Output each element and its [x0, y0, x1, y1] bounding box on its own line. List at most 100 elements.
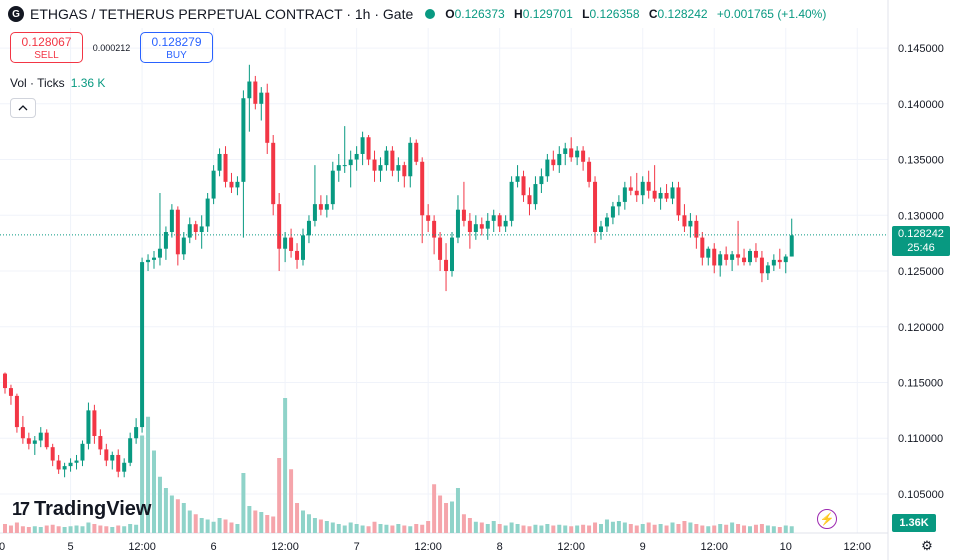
candle [473, 215, 478, 240]
candle-body [420, 161, 425, 216]
volume-bar [336, 524, 341, 533]
volume-bar [44, 525, 49, 533]
candle [664, 184, 669, 202]
candle-body [587, 161, 592, 182]
candle [265, 83, 270, 154]
candle-body [473, 224, 478, 233]
volume-bar [348, 522, 353, 533]
candle-body [318, 204, 323, 210]
candle-body [175, 209, 180, 255]
candle [509, 176, 514, 227]
volume-bar [736, 524, 741, 533]
candle-body [539, 176, 544, 185]
candle [199, 215, 204, 249]
settings-gear-icon[interactable]: ⚙ [921, 538, 933, 553]
candle-body [414, 142, 419, 162]
candle-body [581, 150, 586, 162]
candle-body [593, 181, 598, 233]
candle-body [545, 159, 550, 177]
candle [324, 195, 329, 218]
volume-legend[interactable]: Vol · Ticks 1.36 K [10, 76, 105, 90]
high-value: 0.129701 [522, 7, 573, 21]
tradingview-wordmark: TradingView [34, 498, 152, 520]
candle [432, 215, 437, 255]
candle-body [658, 192, 663, 199]
buy-button[interactable]: 0.128279 BUY [140, 32, 213, 63]
volume-bar [557, 524, 562, 533]
candle [616, 195, 621, 216]
candle-body [122, 462, 127, 472]
volume-axis-label: 1.36K [892, 514, 936, 532]
candle-body [742, 257, 747, 263]
candle [461, 181, 466, 227]
x-tick-label: 6 [211, 541, 217, 553]
candle-body [289, 237, 294, 251]
trade-panel: 0.128067 SELL 0.000212 0.128279 BUY [10, 32, 213, 63]
volume-bar [312, 518, 317, 533]
candle [390, 146, 395, 177]
candle [694, 215, 699, 249]
candle-body [354, 153, 359, 160]
y-tick-label: 0.140000 [898, 99, 944, 111]
x-axis-labels: 00 5 12:00 6 12:00 7 12:00 8 12:00 9 12:00 10 12:00 [0, 541, 871, 553]
candle-body [479, 224, 484, 229]
candle [122, 458, 127, 478]
candle-body [372, 159, 377, 171]
candle [789, 218, 794, 257]
candle [676, 181, 681, 221]
candle [587, 157, 592, 188]
symbol-logo-icon[interactable]: G [8, 6, 24, 22]
volume-bar [378, 524, 383, 533]
volume-bar [229, 522, 234, 533]
candle-body [438, 237, 443, 260]
volume-bar [342, 525, 347, 533]
candle-body [271, 142, 276, 205]
volume-bar [116, 525, 121, 533]
candle-body [706, 248, 711, 258]
market-status-icon[interactable] [425, 9, 436, 19]
tradingview-logo[interactable]: 17 TradingView [12, 498, 151, 521]
candle [152, 250, 156, 269]
volume-bar [604, 519, 609, 533]
sell-button[interactable]: 0.128067 SELL [10, 32, 83, 63]
volume-legend-label: Vol · Ticks [10, 76, 65, 90]
volume-bar [640, 524, 645, 533]
candle-body [14, 395, 19, 428]
volume-bar [527, 526, 532, 533]
x-tick-label: 12:00 [700, 541, 728, 553]
candle [312, 165, 317, 227]
candle [74, 454, 79, 470]
candle-body [140, 262, 145, 428]
candle-body [557, 153, 562, 166]
volume-bar [569, 526, 574, 533]
candle [306, 215, 311, 244]
symbol-title[interactable]: ETHGAS / TETHERUS PERPETUAL CONTRACT · 1… [30, 6, 414, 22]
collapse-legend-button[interactable] [10, 98, 36, 118]
candle [26, 432, 31, 450]
candle-body [50, 447, 55, 461]
candle-body [211, 170, 216, 199]
volume-bar [599, 524, 603, 533]
candle [348, 150, 353, 188]
x-tick-label: 12:00 [271, 541, 299, 553]
candle [187, 217, 192, 244]
candle-body [38, 432, 43, 441]
candle [604, 213, 609, 233]
candle-body [265, 92, 270, 143]
volume-bar [473, 521, 478, 533]
volume-bar [426, 521, 431, 533]
candle [110, 451, 115, 470]
candle-body [724, 254, 729, 260]
candle [14, 393, 19, 433]
flash-icon[interactable]: ⚡ [817, 509, 837, 529]
volume-legend-value: 1.36 K [70, 76, 106, 90]
volume-bar [497, 524, 502, 533]
volume-bar [694, 524, 699, 533]
volume-bar [479, 522, 484, 533]
candle [253, 75, 258, 110]
candle [372, 150, 377, 182]
candle [241, 90, 246, 238]
volume-bar [402, 525, 407, 533]
candle [771, 254, 776, 272]
